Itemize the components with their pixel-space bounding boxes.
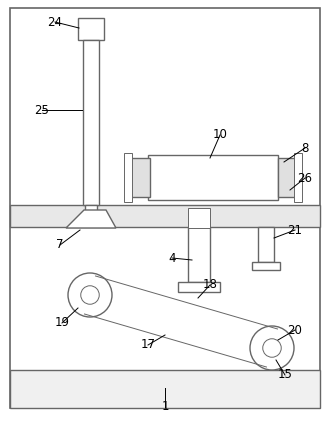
- Bar: [178, 282, 220, 292]
- Circle shape: [263, 339, 281, 357]
- Bar: [294, 153, 302, 202]
- Text: 7: 7: [56, 238, 64, 251]
- Bar: [258, 227, 274, 262]
- Text: 18: 18: [203, 279, 217, 292]
- Bar: [10, 370, 320, 408]
- Bar: [10, 205, 320, 227]
- Bar: [85, 205, 97, 223]
- Circle shape: [250, 326, 294, 370]
- Bar: [78, 18, 104, 40]
- Polygon shape: [66, 210, 116, 228]
- Text: 10: 10: [213, 128, 227, 142]
- Bar: [188, 208, 210, 228]
- Circle shape: [81, 286, 99, 304]
- Bar: [124, 153, 132, 202]
- Text: 25: 25: [35, 103, 50, 117]
- Bar: [128, 158, 150, 197]
- Text: 15: 15: [278, 368, 292, 382]
- Bar: [188, 227, 210, 282]
- Text: 4: 4: [168, 251, 176, 265]
- Bar: [278, 158, 300, 197]
- Text: 21: 21: [287, 223, 303, 237]
- Text: 24: 24: [48, 16, 62, 28]
- Text: 17: 17: [141, 338, 155, 351]
- Bar: [148, 155, 278, 200]
- Bar: [252, 262, 280, 270]
- Text: 1: 1: [161, 401, 169, 413]
- Bar: [83, 40, 99, 205]
- Text: 19: 19: [54, 316, 70, 329]
- Text: 20: 20: [287, 324, 302, 337]
- Text: 26: 26: [298, 171, 313, 184]
- Circle shape: [68, 273, 112, 317]
- Text: 8: 8: [301, 142, 309, 154]
